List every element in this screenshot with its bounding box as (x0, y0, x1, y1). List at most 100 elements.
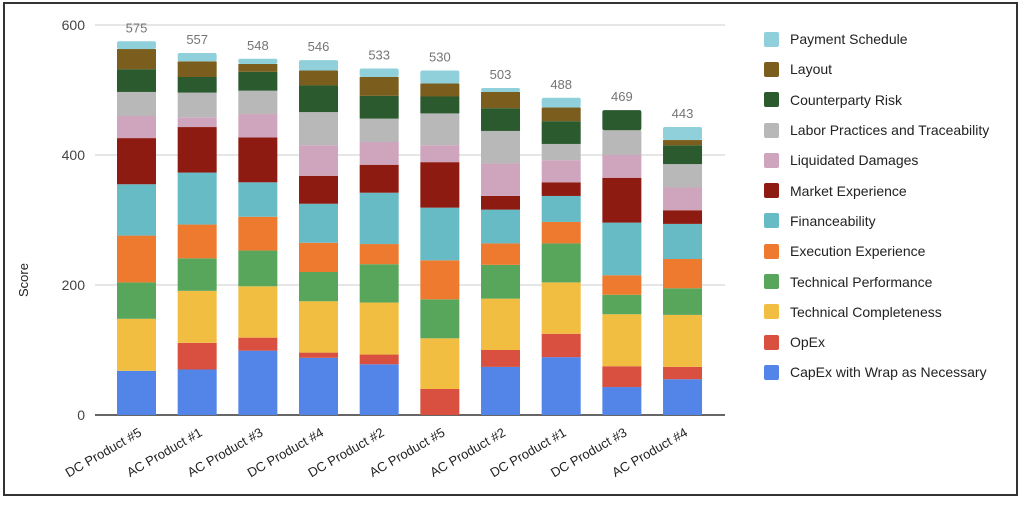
bar-segment[interactable] (481, 264, 521, 299)
bar-segment[interactable] (663, 127, 703, 141)
bar-segment[interactable] (238, 250, 278, 287)
bar-segment[interactable] (541, 333, 581, 358)
bar-segment[interactable] (602, 177, 642, 223)
bar-segment[interactable] (238, 350, 278, 415)
bar-segment[interactable] (299, 175, 339, 204)
bar-segment[interactable] (299, 145, 339, 176)
bar-segment[interactable] (177, 172, 217, 225)
legend-item[interactable]: Payment Schedule (764, 24, 989, 54)
bar-segment[interactable] (663, 314, 703, 367)
bar-segment[interactable] (420, 162, 460, 208)
bar-segment[interactable] (177, 258, 217, 291)
bar-segment[interactable] (299, 352, 339, 358)
bar-segment[interactable] (177, 342, 217, 370)
bar-segment[interactable] (663, 288, 703, 315)
bar-stack[interactable] (359, 68, 399, 415)
bar-segment[interactable] (117, 91, 156, 116)
bar-segment[interactable] (238, 90, 278, 115)
bar-segment[interactable] (359, 264, 399, 303)
bar-segment[interactable] (481, 195, 521, 210)
bar-segment[interactable] (238, 58, 278, 64)
bar-segment[interactable] (602, 222, 642, 276)
bar-segment[interactable] (359, 192, 399, 245)
bar-segment[interactable] (359, 77, 399, 96)
bar-segment[interactable] (299, 60, 339, 71)
bar-segment[interactable] (359, 95, 399, 119)
bar-segment[interactable] (117, 184, 156, 236)
bar-segment[interactable] (541, 97, 581, 108)
legend-item[interactable]: Market Experience (764, 175, 989, 205)
bar-segment[interactable] (238, 337, 278, 351)
bar-segment[interactable] (117, 370, 156, 415)
bar-segment[interactable] (359, 68, 399, 77)
bar-segment[interactable] (663, 210, 703, 224)
bar-segment[interactable] (663, 145, 703, 165)
legend-item[interactable]: CapEx with Wrap as Necessary (764, 357, 989, 387)
bar-segment[interactable] (117, 49, 156, 70)
bar-segment[interactable] (177, 117, 217, 128)
bar-segment[interactable] (541, 357, 581, 415)
bar-segment[interactable] (238, 182, 278, 217)
bar-segment[interactable] (663, 379, 703, 415)
bar-segment[interactable] (117, 69, 156, 92)
bar-segment[interactable] (359, 302, 399, 355)
bar-segment[interactable] (177, 92, 217, 118)
bar-segment[interactable] (481, 108, 521, 131)
legend-item[interactable]: Execution Experience (764, 236, 989, 266)
bar-segment[interactable] (663, 259, 703, 289)
bar-segment[interactable] (481, 163, 521, 196)
bar-segment[interactable] (602, 294, 642, 315)
bar-segment[interactable] (420, 299, 460, 339)
bar-segment[interactable] (541, 143, 581, 161)
bar-segment[interactable] (481, 366, 521, 415)
bar-segment[interactable] (299, 203, 339, 243)
bar-segment[interactable] (359, 354, 399, 365)
bar-segment[interactable] (177, 127, 217, 173)
bar-segment[interactable] (481, 130, 521, 164)
bar-segment[interactable] (238, 114, 278, 138)
bar-segment[interactable] (602, 387, 642, 415)
bar-segment[interactable] (420, 70, 460, 84)
bar-segment[interactable] (541, 182, 581, 196)
bar-stack[interactable] (177, 52, 217, 415)
bar-segment[interactable] (299, 70, 339, 86)
legend-item[interactable]: Technical Performance (764, 266, 989, 296)
bar-segment[interactable] (177, 290, 217, 343)
bar-segment[interactable] (117, 41, 156, 50)
bar-segment[interactable] (481, 88, 521, 92)
bar-segment[interactable] (117, 235, 156, 283)
bar-segment[interactable] (481, 209, 521, 244)
bar-segment[interactable] (117, 138, 156, 185)
bar-segment[interactable] (299, 301, 339, 353)
bar-segment[interactable] (177, 61, 217, 77)
bar-segment[interactable] (663, 366, 703, 380)
bar-segment[interactable] (602, 110, 642, 131)
legend-item[interactable]: Liquidated Damages (764, 145, 989, 175)
bar-segment[interactable] (117, 282, 156, 319)
bar-segment[interactable] (663, 140, 703, 146)
bar-segment[interactable] (177, 224, 217, 259)
bar-stack[interactable] (602, 110, 642, 415)
bar-segment[interactable] (420, 389, 460, 415)
bar-segment[interactable] (541, 195, 581, 222)
bar-segment[interactable] (359, 364, 399, 415)
bar-segment[interactable] (602, 155, 642, 178)
bar-segment[interactable] (299, 357, 339, 415)
bar-segment[interactable] (359, 118, 399, 142)
bar-segment[interactable] (299, 242, 339, 272)
legend-item[interactable]: Counterparty Risk (764, 85, 989, 115)
bar-segment[interactable] (420, 96, 460, 114)
bar-segment[interactable] (602, 366, 642, 388)
bar-segment[interactable] (541, 160, 581, 183)
bar-segment[interactable] (177, 52, 217, 62)
bar-segment[interactable] (541, 107, 581, 122)
bar-segment[interactable] (238, 286, 278, 338)
bar-segment[interactable] (420, 113, 460, 146)
bar-segment[interactable] (663, 223, 703, 259)
bar-segment[interactable] (420, 207, 460, 261)
bar-segment[interactable] (541, 221, 581, 244)
bar-segment[interactable] (481, 91, 521, 109)
bar-stack[interactable] (541, 97, 581, 415)
bar-segment[interactable] (420, 145, 460, 163)
bar-segment[interactable] (481, 350, 521, 367)
